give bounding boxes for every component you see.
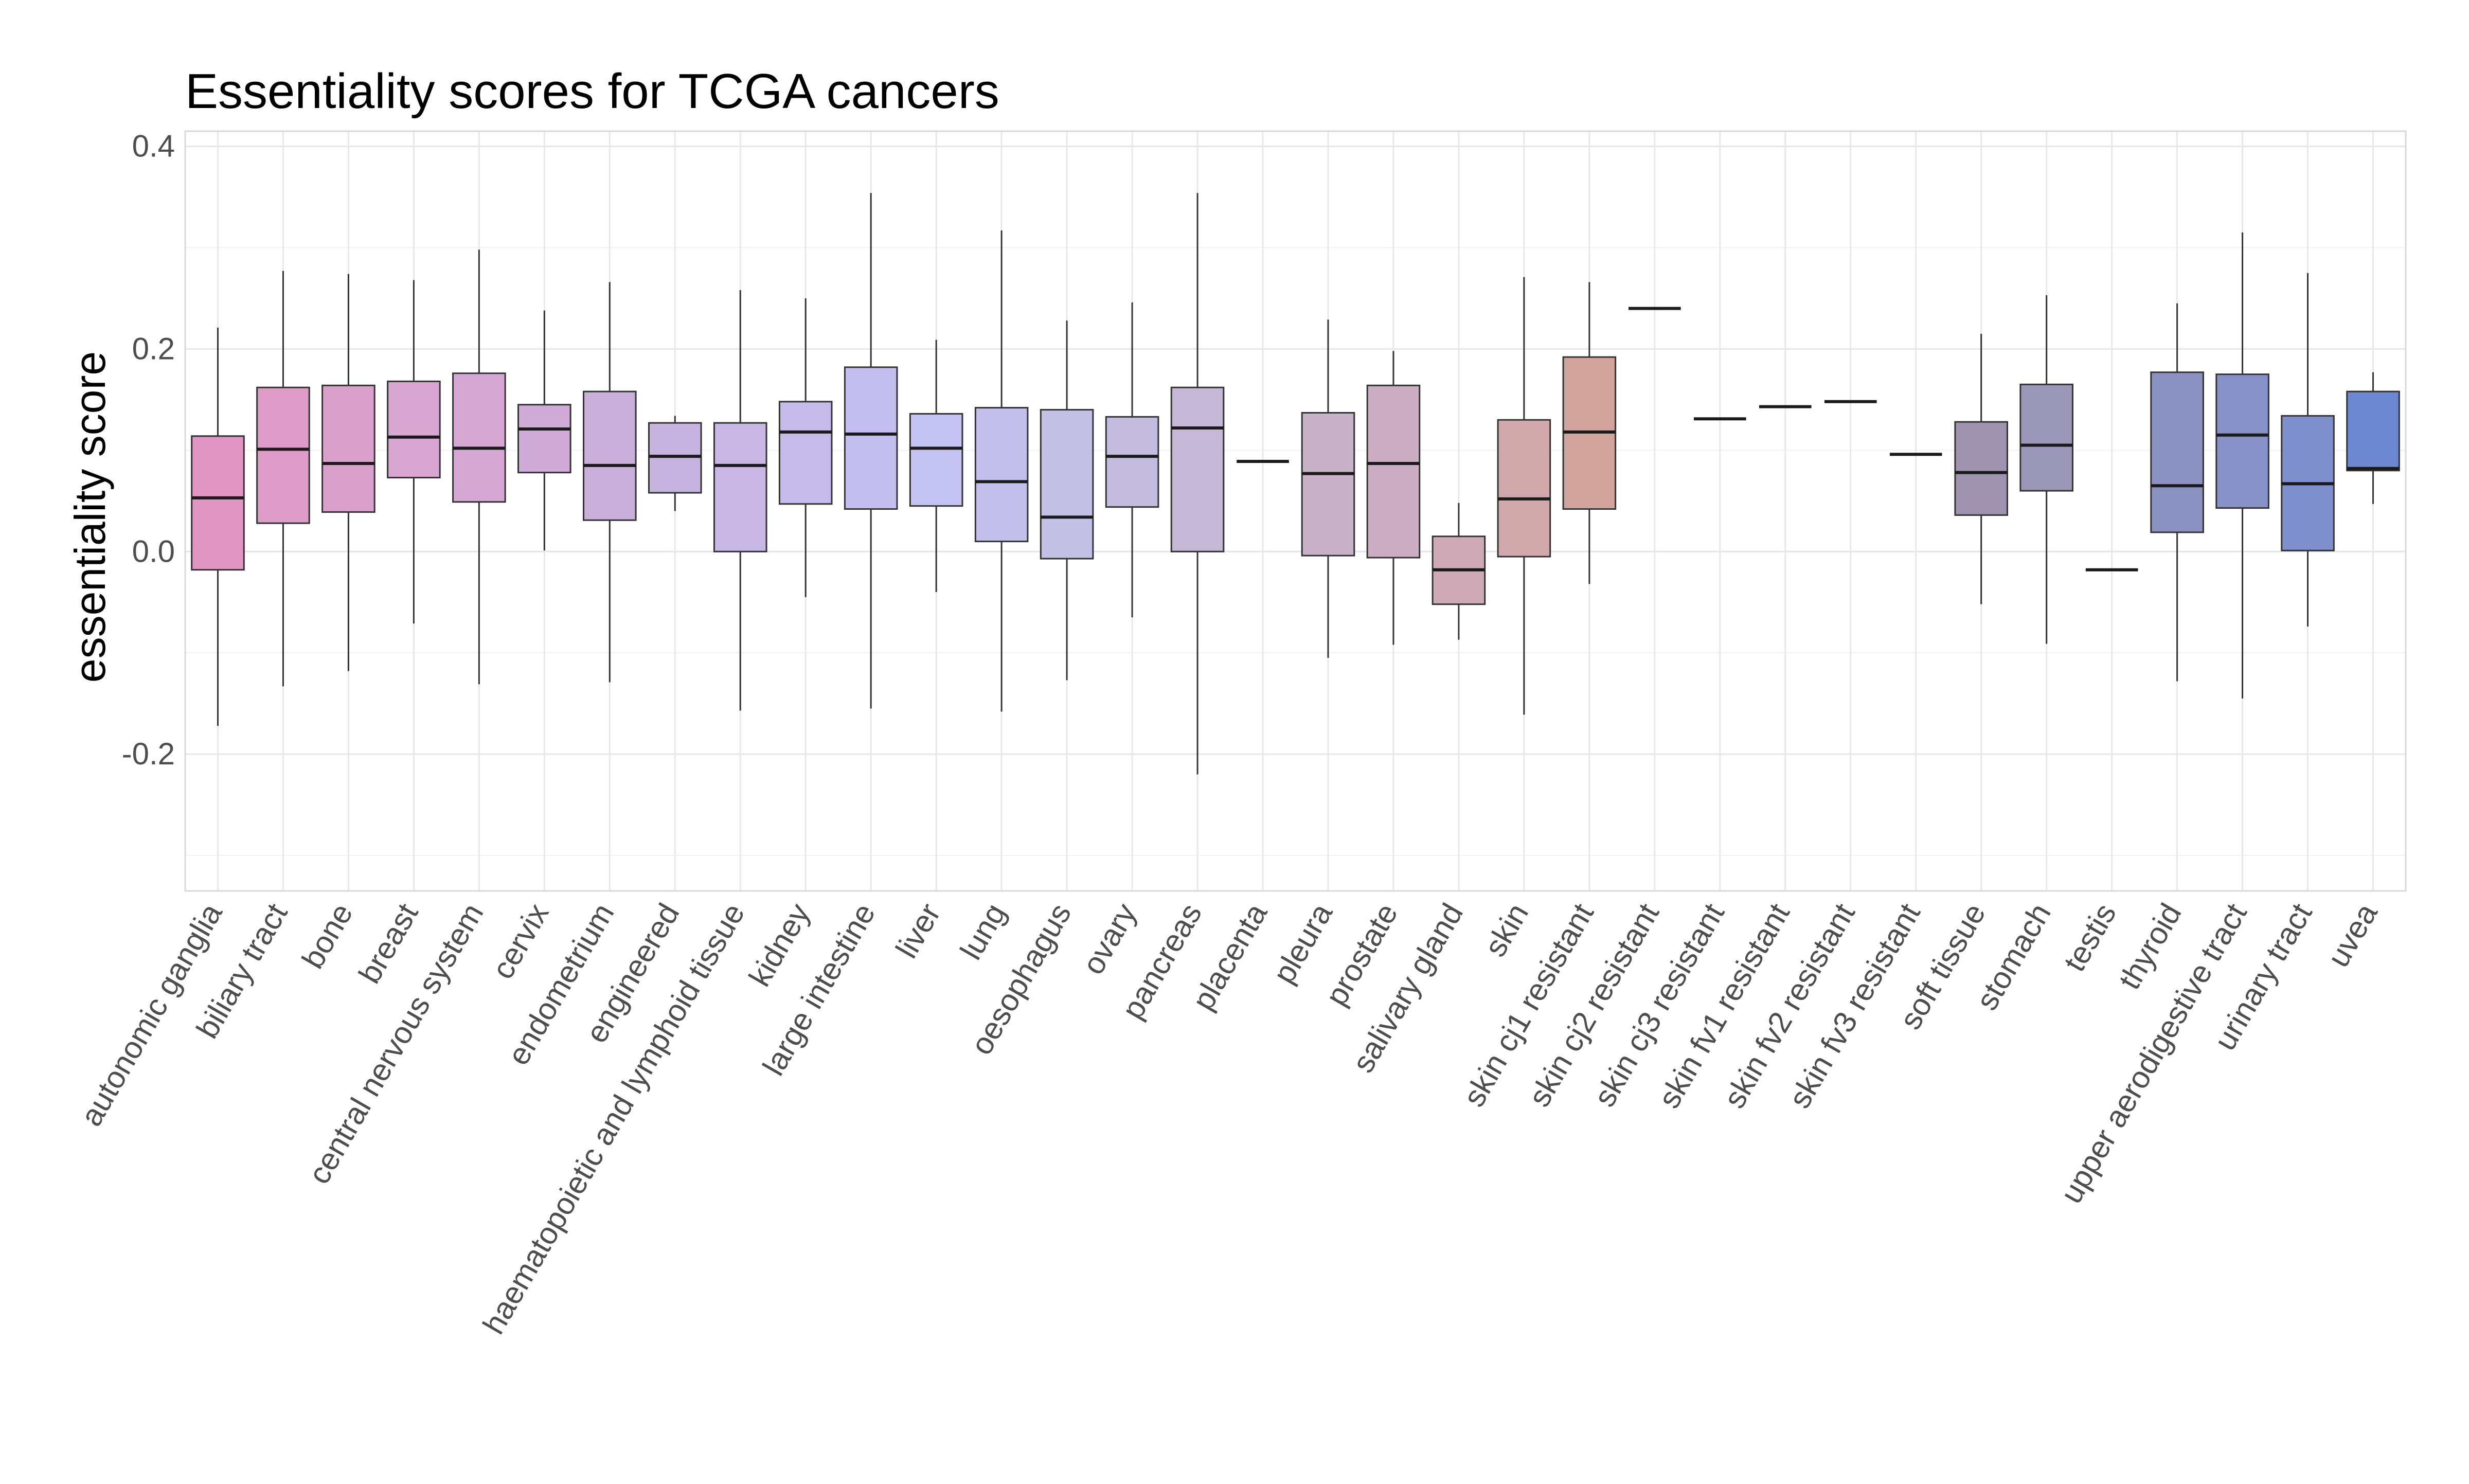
box-salivary-gland xyxy=(1432,503,1486,640)
box-oesophagus xyxy=(1040,320,1094,681)
iqr-box xyxy=(2150,371,2204,533)
box-engineered xyxy=(648,416,702,511)
iqr-box xyxy=(1366,384,1421,559)
iqr-box xyxy=(844,366,898,510)
box-upper-aerodigestive-tract xyxy=(2215,232,2269,699)
iqr-box xyxy=(321,384,375,513)
chart-title: Essentiality scores for TCGA cancers xyxy=(185,64,999,119)
box-breast xyxy=(387,280,441,624)
box-central-nervous-system xyxy=(452,249,506,685)
iqr-box xyxy=(583,390,637,521)
box-ovary xyxy=(1105,302,1159,618)
iqr-box xyxy=(517,404,571,474)
y-tick-label: 0.0 xyxy=(132,534,175,568)
iqr-box xyxy=(452,372,506,503)
box-lung xyxy=(974,230,1029,712)
box-thyroid xyxy=(2150,303,2204,682)
box-pancreas xyxy=(1170,193,1225,775)
box-stomach xyxy=(2019,295,2073,644)
box-uvea xyxy=(2346,372,2400,504)
y-tick-label: -0.2 xyxy=(122,737,175,771)
plot-border xyxy=(184,130,2407,892)
iqr-box xyxy=(191,435,245,571)
iqr-box xyxy=(713,422,767,552)
iqr-box xyxy=(2346,390,2400,472)
iqr-box xyxy=(2215,373,2269,509)
iqr-box xyxy=(974,407,1029,543)
box-autonomic-ganglia xyxy=(191,328,245,726)
box-endometrium xyxy=(583,282,637,683)
box-bone xyxy=(321,274,375,671)
iqr-box xyxy=(909,413,963,507)
box-skin xyxy=(1497,277,1551,715)
y-axis-label: essentiality score xyxy=(66,351,114,683)
iqr-box xyxy=(1105,416,1159,508)
iqr-box xyxy=(387,380,441,479)
plot-area xyxy=(185,131,2406,891)
box-large-intestine xyxy=(844,193,898,709)
box-urinary-tract xyxy=(2281,273,2335,627)
iqr-box xyxy=(1497,419,1551,558)
box-prostate xyxy=(1366,351,1421,645)
iqr-box xyxy=(1301,412,1355,557)
box-liver xyxy=(909,339,963,593)
box-haematopoietic-and-lymphoid-tissue xyxy=(713,290,767,711)
iqr-box xyxy=(2019,383,2073,492)
y-tick-label: 0.2 xyxy=(132,331,175,366)
box-soft-tissue xyxy=(1954,333,2008,604)
box-pleura xyxy=(1301,319,1355,658)
iqr-box xyxy=(778,401,833,505)
y-tick-label: 0.4 xyxy=(132,129,175,164)
box-biliary-tract xyxy=(256,271,310,687)
iqr-box xyxy=(1954,421,2008,516)
box-skin-cj1-resistant xyxy=(1562,282,1617,584)
iqr-box xyxy=(1040,409,1094,560)
iqr-box xyxy=(256,386,310,524)
iqr-box xyxy=(1170,386,1225,552)
box-kidney xyxy=(778,298,833,597)
box-cervix xyxy=(517,310,571,551)
